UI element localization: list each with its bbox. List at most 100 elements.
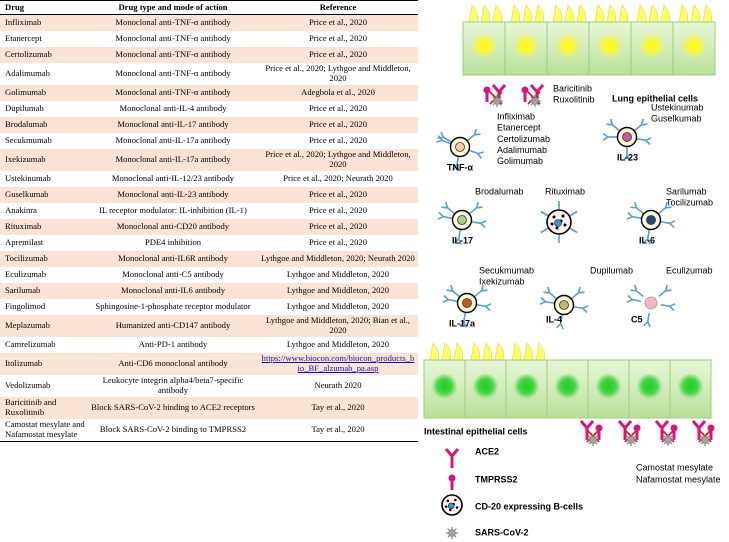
microvillus	[511, 342, 522, 361]
receptor-arm	[543, 291, 550, 294]
receptor-arm	[582, 307, 588, 314]
nucleus	[597, 32, 623, 59]
table-cell: Leukocyte integrin alpha4/beta7-specific…	[102, 375, 244, 395]
receptor-arm	[632, 215, 642, 220]
receptor-arm	[669, 220, 676, 225]
microvillus	[494, 342, 505, 361]
receptor-arm	[445, 201, 449, 209]
table-cell: Monoclonal anti-TNF-α antibody	[115, 67, 231, 78]
microvillus	[576, 4, 587, 23]
table-cell: Monoclonal anti-CD20 antibody	[88, 218, 258, 235]
table-row: Infliximab Monoclonal anti-TNF-α antibody…	[0, 14, 418, 31]
table-row: Camrelizumab Anti-PD-1 antibody Lythgoe an…	[0, 337, 418, 353]
table-row: Sarilumab Monoclonal anti-IL6 antibody Lyt…	[0, 282, 418, 299]
tmprss2-head	[521, 86, 529, 94]
virus	[589, 436, 597, 444]
reference-link[interactable]: https://www.biocon.com/biocon_products_b…	[261, 353, 415, 373]
cd20-dot	[444, 505, 448, 508]
receptor-arm	[451, 290, 460, 298]
table-cell: Brodalumab	[0, 116, 88, 133]
table-row: Fingolimod Sphingosine-1-phosphate recept…	[0, 299, 418, 315]
table-row: Vedolizumab Leukocyte integrin alpha4/bet…	[0, 375, 418, 397]
microvillus	[564, 4, 575, 23]
cell-core	[457, 215, 467, 225]
table-cell: Meplazumab	[0, 314, 88, 337]
ace2-cup	[491, 84, 507, 95]
receptor-arm	[473, 128, 477, 136]
cell-core	[646, 215, 656, 225]
receptor-arm	[642, 321, 649, 327]
receptor-arm	[602, 132, 609, 138]
microvillus	[510, 4, 521, 23]
legend-label: CD-20 expressing B-cells	[475, 501, 583, 511]
microvillus	[606, 4, 617, 23]
receptor-arm	[640, 118, 644, 126]
receptor-arm	[477, 153, 482, 159]
receptor-arm	[475, 201, 479, 209]
microvillus	[453, 342, 464, 361]
receptor-arm	[462, 312, 467, 322]
nucleus	[677, 373, 704, 400]
receptor-arm	[457, 229, 462, 239]
table-cell: Adegbola et al., 2020	[258, 84, 418, 101]
microvillus	[470, 342, 481, 361]
table-row: Certolizumab Monoclonal anti-TNF-α antibo…	[0, 46, 418, 63]
receptor-arm	[450, 284, 454, 292]
cell-core	[622, 132, 632, 142]
table-cell: Lythgoe and Middleton, 2020; Neurath 202…	[258, 250, 418, 267]
receptor-arm	[437, 215, 444, 220]
table-row: Rituximab Monoclonal anti-CD20 antibody Pr…	[0, 218, 418, 235]
virus	[627, 436, 635, 444]
receptor-arm	[477, 151, 484, 155]
table-row: Camostat mesylate and Nafamostat mesylat…	[0, 418, 418, 442]
drug-name: Adalimumab	[497, 145, 547, 155]
receptor-arm	[622, 155, 628, 162]
tmprss2-head	[595, 424, 603, 432]
table-cell: Tocilizumab	[0, 250, 88, 267]
table-cell: Anti-PD-1 antibody	[138, 338, 208, 349]
legend-label: SARS-CoV-2	[475, 527, 529, 537]
tmprss2-head	[483, 86, 491, 94]
receptor-arm	[442, 298, 449, 303]
receptor-arm	[634, 201, 638, 209]
label: Intestinal epithelial cells	[424, 426, 528, 436]
virus	[448, 529, 456, 537]
receptor-arm	[555, 323, 562, 329]
b-cell-core	[554, 219, 562, 227]
table-row: Etanercept Monoclonal anti-TNF-α antibody…	[0, 31, 418, 47]
table-cell: Monoclonal anti-IL-12/23 antibody	[111, 172, 235, 183]
table-cell: Secukmumab	[5, 134, 52, 145]
drug-name: Baricitinib	[553, 83, 592, 93]
cell-core	[462, 298, 472, 308]
nucleus	[636, 373, 663, 400]
table-cell: Adalimumab	[5, 67, 50, 78]
receptor-arm	[646, 321, 651, 328]
drug-name: Guselkumab	[651, 114, 702, 124]
table-cell: Eculizumab	[5, 268, 47, 279]
microvillus	[690, 4, 701, 23]
receptor-arm	[467, 134, 476, 142]
table-cell: Price et al., 2020	[309, 236, 367, 247]
receptor-arm	[658, 290, 667, 298]
nucleus	[595, 373, 622, 400]
table-cell: Price et al., 2020	[258, 218, 418, 235]
receptor-arm	[440, 131, 445, 138]
table-row: Eculizumab Monoclonal anti-C5 antibody Lyt…	[0, 267, 418, 283]
drug-name: Brodalumab	[475, 186, 524, 196]
table-cell: Price et al., 2020; Lythgoe and Middleto…	[258, 148, 418, 171]
table-cell: Price et al., 2020	[258, 46, 418, 63]
cd20-dot	[563, 223, 567, 227]
table-cell: Monoclonal anti-IL6 antibody	[88, 282, 258, 299]
virus	[664, 436, 672, 444]
table-row: Guselkumab Monoclonal anti-IL-23 antibody…	[0, 186, 418, 203]
receptor-arm	[645, 139, 651, 146]
table-cell: Lythgoe and Middleton, 2020	[286, 300, 390, 311]
tmprss2-head	[670, 424, 678, 432]
table-cell: Tay et al., 2020	[258, 396, 418, 419]
ace2-cup	[617, 420, 633, 431]
table-cell: Monoclonal anti-IL-17a antibody	[115, 134, 231, 145]
microvillus	[594, 4, 605, 23]
microvillus	[535, 342, 546, 361]
virus	[701, 436, 709, 444]
